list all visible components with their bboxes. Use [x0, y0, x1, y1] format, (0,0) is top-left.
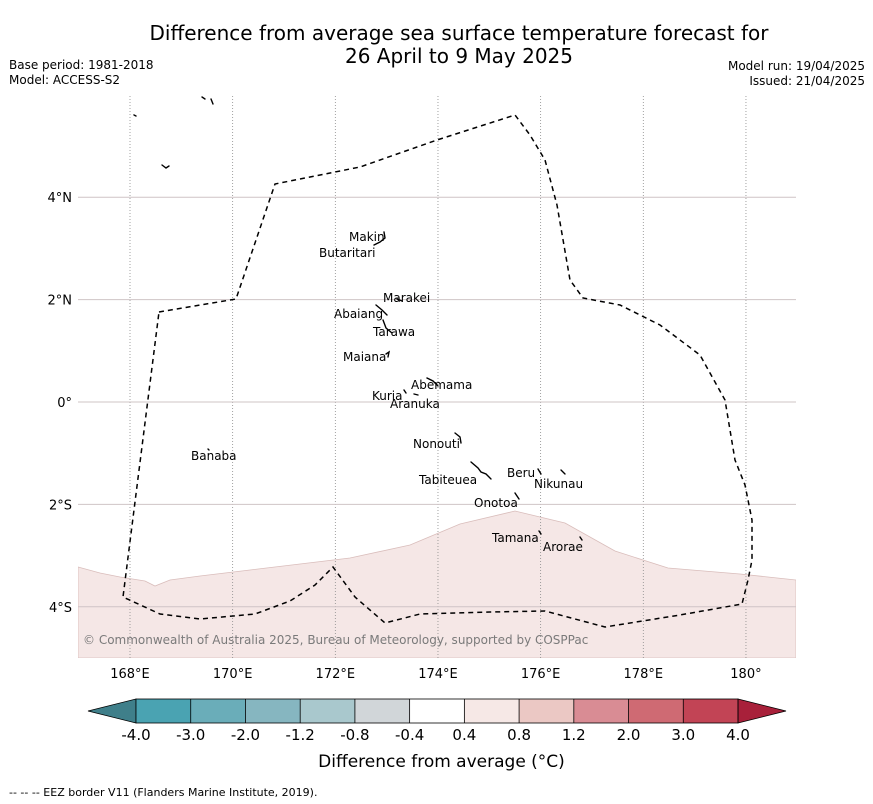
island-label: Makin [349, 230, 385, 244]
axis-tick-labels: 168°E 170°E 172°E 174°E 176°E 178°E 180° 4°N 2°N… [48, 191, 762, 682]
colorbar-segment [683, 699, 738, 723]
island-label: Tamana [491, 531, 539, 545]
colorbar-tick-label: -1.2 [286, 726, 315, 744]
colorbar-low-extend [87, 698, 137, 724]
meta-left: Base period: 1981-2018 Model: ACCESS-S2 [9, 58, 154, 88]
x-tick-label: 174°E [418, 667, 458, 682]
colorbar-tick-label: 4.0 [726, 726, 750, 744]
island-outlines [133, 96, 583, 541]
island-label: Tabiteuea [418, 473, 477, 487]
x-tick-label: 168°E [110, 667, 150, 682]
colorbar-tick-label: 2.0 [617, 726, 641, 744]
x-tick-label: 180° [730, 667, 761, 682]
model-text: Model: ACCESS-S2 [9, 73, 121, 87]
island-label: Marakei [383, 291, 430, 305]
colorbar-tick-label: 1.2 [562, 726, 586, 744]
y-tick-label: 2°S [49, 498, 72, 513]
colorbar-tick-label: -4.0 [121, 726, 150, 744]
meta-right: Model run: 19/04/2025 Issued: 21/04/2025 [728, 59, 865, 89]
colorbar-segment [190, 699, 246, 723]
island-label: Aranuka [390, 397, 440, 411]
colorbar-segment [245, 699, 301, 723]
colorbar-segment [573, 699, 629, 723]
island-label: Abaiang [334, 307, 383, 321]
colorbar-tick-label: 3.0 [671, 726, 695, 744]
island-label: Arorae [543, 540, 583, 554]
y-tick-label: 2°N [48, 294, 73, 309]
island-label: Onotoa [474, 496, 518, 510]
colorbar-frame [135, 698, 739, 724]
colorbar-segment [519, 699, 574, 723]
island-label: Abemama [411, 378, 472, 392]
colorbar-segment [136, 699, 191, 723]
island-label: Beru [507, 466, 535, 480]
x-tick-label: 170°E [213, 667, 253, 682]
colorbar-tick-label: -0.4 [395, 726, 424, 744]
island-label: Maiana [343, 350, 386, 364]
colorbar-segment [354, 699, 410, 723]
island-label: Banaba [191, 449, 237, 463]
island-label: Kuria [372, 389, 403, 403]
y-tick-label: 0° [57, 396, 72, 411]
island-label: Nonouti [413, 437, 460, 451]
y-tick-label: 4°N [48, 191, 73, 206]
colorbar-high-extend [737, 698, 787, 724]
island-label: Nikunau [534, 477, 583, 491]
colorbar-segment [409, 699, 465, 723]
map-title: Difference from average sea surface temp… [0, 22, 873, 68]
colorbar-tick-label: -3.0 [176, 726, 205, 744]
colorbar-tick-label: -2.0 [231, 726, 260, 744]
island-label: Butaritari [319, 246, 376, 260]
eez-footnote: -- -- -- EEZ border V11 (Flanders Marine… [9, 786, 318, 799]
model-run-text: Model run: 19/04/2025 [727, 59, 865, 73]
colorbar: -4.0 -3.0 -2.0 -1.2 -0.8 -0.4 0.4 0.8 1.2 2.0 3.0 4… [87, 698, 787, 744]
colorbar-tick-label: 0.4 [452, 726, 476, 744]
title-line-1: Difference from average sea surface temp… [149, 21, 769, 45]
title-line-2: 26 April to 9 May 2025 [345, 44, 573, 68]
base-period-text: Base period: 1981-2018 [9, 58, 154, 72]
map-gridlines [78, 96, 796, 658]
x-tick-label: 178°E [624, 667, 664, 682]
colorbar-segment [464, 699, 520, 723]
x-tick-label: 172°E [316, 667, 356, 682]
issued-text: Issued: 21/04/2025 [749, 74, 865, 88]
colorbar-tick-label: -0.8 [340, 726, 369, 744]
x-tick-label: 176°E [521, 667, 561, 682]
warm-anomaly-region [78, 510, 796, 658]
copyright-text: © Commonwealth of Australia 2025, Bureau… [83, 633, 588, 647]
colorbar-label: Difference from average (°C) [318, 752, 565, 772]
colorbar-segment [300, 699, 355, 723]
y-tick-label: 4°S [49, 601, 72, 616]
colorbar-tick-label: 0.8 [507, 726, 531, 744]
eez-border [122, 114, 753, 628]
colorbar-segment [628, 699, 684, 723]
island-label: Tarawa [372, 325, 415, 339]
